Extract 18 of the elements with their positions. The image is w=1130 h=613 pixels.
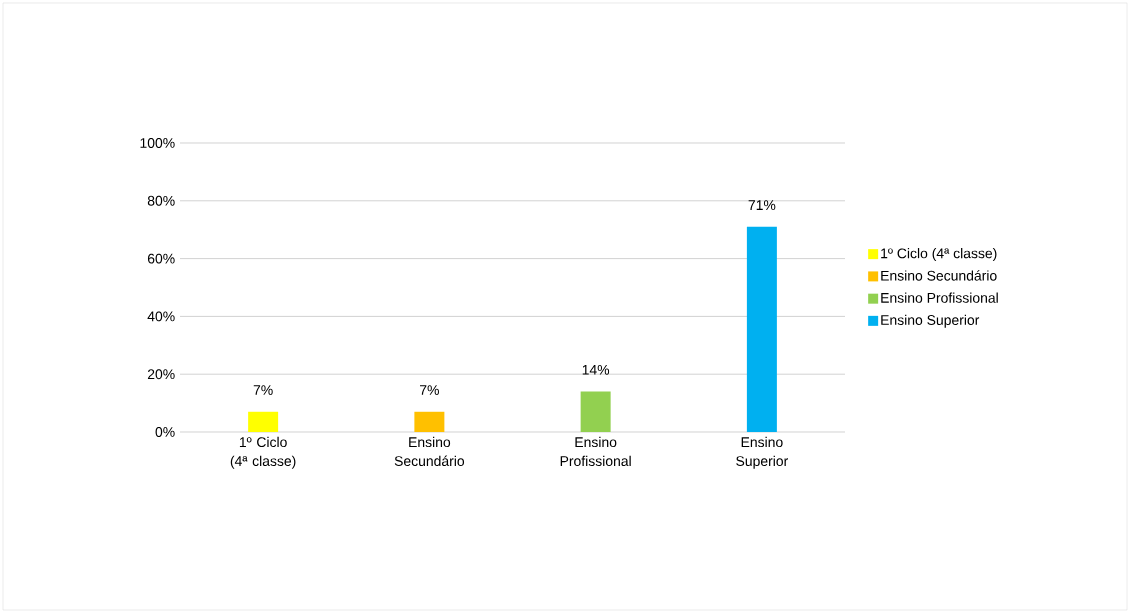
y-tick-label: 40%	[147, 311, 175, 322]
y-tick-label: 100%	[140, 138, 175, 148]
data-label: 71%	[748, 200, 776, 210]
legend-label: 1º Ciclo (4ª classe)	[881, 248, 997, 262]
legend-label: Ensino Profissional	[881, 292, 998, 303]
data-label: 14%	[582, 364, 610, 375]
y-tick-label: 60%	[147, 253, 175, 264]
y-tick-label: 20%	[147, 369, 175, 380]
data-label: 7%	[420, 385, 439, 395]
data-label: 7%	[253, 385, 273, 395]
x-tick-label: 1º Ciclo (4ª classe)	[230, 436, 296, 469]
y-tick-label: 0%	[155, 427, 175, 437]
y-tick-label: 80%	[147, 195, 175, 206]
x-tick-label: Ensino Profissional	[560, 436, 631, 467]
legend-label: Ensino Superior	[881, 314, 980, 328]
legend-label: Ensino Secundário	[881, 270, 997, 281]
x-tick-label: Ensino Superior	[736, 436, 789, 469]
x-tick-label: Ensino Secundário	[394, 436, 465, 467]
